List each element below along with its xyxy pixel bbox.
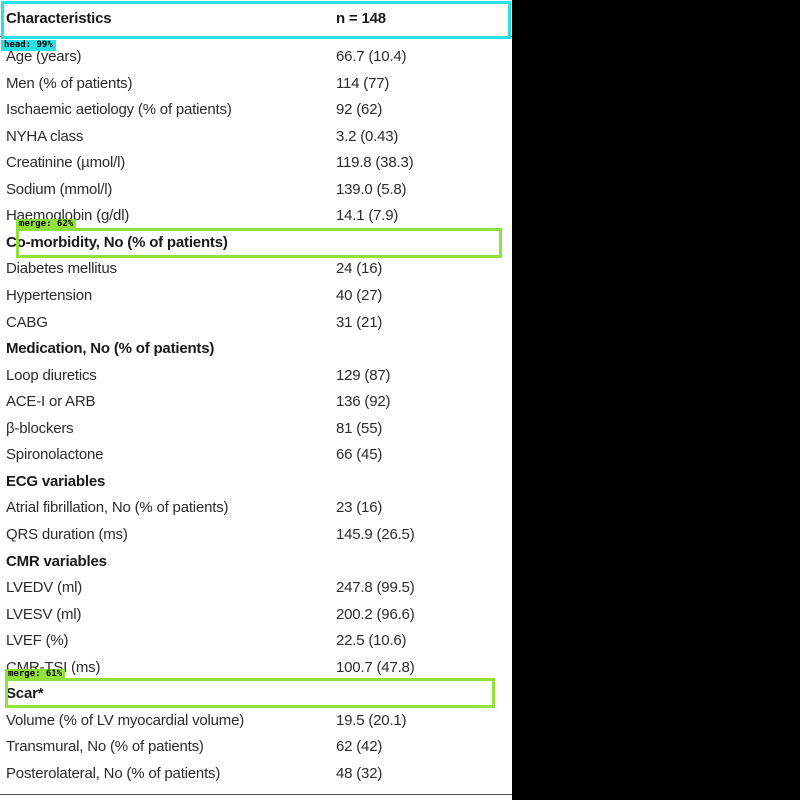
- row-label: LVEF (%): [6, 632, 69, 650]
- footer-rule: [0, 794, 512, 795]
- detection-box-merge-comorbidity: merge: 62%: [16, 219, 502, 258]
- row-value: 119.8 (38.3): [336, 154, 414, 172]
- row-value: 66 (45): [336, 446, 383, 464]
- row-label: CMR variables: [6, 552, 107, 570]
- row-label: Atrial fibrillation, No (% of patients): [6, 499, 229, 517]
- row-value: 200.2 (96.6): [336, 605, 415, 623]
- row-label: Co-morbidity, No (% of patients): [6, 233, 228, 251]
- detection-box-merge-scar: merge: 61%: [5, 669, 495, 708]
- table-row: Ischaemic aetiology (% of patients) 92 (6…: [0, 97, 512, 123]
- table-row: Transmural, No (% of patients) 62 (42): [0, 734, 512, 760]
- table-row: ACE-I or ARB 136 (92): [0, 389, 512, 415]
- table-row: NYHA class 3.2 (0.43): [0, 124, 512, 150]
- detection-tag-merge-scar: merge: 61%: [5, 669, 66, 680]
- detection-box-head: head: 99%: [1, 1, 511, 51]
- row-label: β-blockers: [6, 419, 74, 437]
- row-value: 92 (62): [336, 101, 383, 119]
- section-row: ECG variables: [0, 469, 512, 495]
- row-label: CABG: [6, 313, 48, 331]
- row-label: QRS duration (ms): [6, 525, 128, 543]
- row-label: ACE-I or ARB: [6, 393, 96, 411]
- table-row: Sodium (mmol/l) 139.0 (5.8): [0, 177, 512, 203]
- row-value: 139.0 (5.8): [336, 180, 407, 198]
- row-label: Age (years): [6, 48, 82, 65]
- table-page: Characteristics n = 148 Age (years) 66.7 …: [0, 0, 512, 800]
- row-label: Scar*: [6, 685, 44, 703]
- row-value: 62 (42): [336, 738, 383, 756]
- row-label: Transmural, No (% of patients): [6, 738, 204, 756]
- row-label: Creatinine (µmol/l): [6, 154, 126, 172]
- table-row: Posterolateral, No (% of patients) 48 (32…: [0, 761, 512, 787]
- row-label: Diabetes mellitus: [6, 260, 117, 278]
- row-value: 100.7 (47.8): [336, 658, 415, 676]
- row-value: 81 (55): [336, 419, 383, 437]
- table-row: Volume (% of LV myocardial volume) 19.5 (…: [0, 708, 512, 734]
- table-row: LVEDV (ml) 247.8 (99.5): [0, 575, 512, 601]
- row-value: 136 (92): [336, 393, 391, 411]
- table-row: LVEF (%) 22.5 (10.6): [0, 628, 512, 654]
- table-row: CABG 31 (21): [0, 310, 512, 336]
- row-label: Spironolactone: [6, 446, 104, 464]
- table-row: β-blockers 81 (55): [0, 416, 512, 442]
- table-row: LVESV (ml) 200.2 (96.6): [0, 602, 512, 628]
- section-row: Co-morbidity, No (% of patients): [0, 230, 512, 256]
- table-row: Men (% of patients) 114 (77): [0, 71, 512, 97]
- row-value: 247.8 (99.5): [336, 579, 415, 596]
- section-row: Medication, No (% of patients): [0, 336, 512, 362]
- row-value: 66.7 (10.4): [336, 48, 407, 65]
- row-value: 129 (87): [336, 366, 391, 384]
- row-label: ECG variables: [6, 472, 106, 490]
- row-value: 145.9 (26.5): [336, 525, 415, 543]
- table-row: Hypertension 40 (27): [0, 283, 512, 309]
- table-row: Loop diuretics 129 (87): [0, 363, 512, 389]
- row-value: 22.5 (10.6): [336, 632, 407, 650]
- row-label: Medication, No (% of patients): [6, 340, 215, 358]
- table-row: Age (years) 66.7 (10.4): [0, 44, 512, 70]
- row-label: Men (% of patients): [6, 74, 133, 92]
- header-value: n = 148: [336, 10, 386, 27]
- table-row: CMR-TSI (ms) 100.7 (47.8): [0, 655, 512, 681]
- section-row: Scar*: [0, 681, 512, 707]
- row-label: Ischaemic aetiology (% of patients): [6, 101, 232, 119]
- table-row: Haemoglobin (g/dl) 14.1 (7.9): [0, 203, 512, 229]
- table-row: Creatinine (µmol/l) 119.8 (38.3): [0, 150, 512, 176]
- section-row: CMR variables: [0, 549, 512, 575]
- table-header-row: Characteristics n = 148: [0, 6, 512, 32]
- row-label: LVESV (ml): [6, 605, 82, 623]
- row-value: 31 (21): [336, 313, 383, 331]
- detection-tag-head: head: 99%: [1, 40, 56, 51]
- row-value: 114 (77): [336, 74, 390, 92]
- row-value: 48 (32): [336, 764, 383, 782]
- row-label: Loop diuretics: [6, 366, 97, 384]
- row-label: Posterolateral, No (% of patients): [6, 764, 221, 782]
- table-row: Spironolactone 66 (45): [0, 442, 512, 468]
- table-row: QRS duration (ms) 145.9 (26.5): [0, 522, 512, 548]
- row-value: 24 (16): [336, 260, 383, 278]
- row-label: Hypertension: [6, 287, 92, 304]
- row-label: NYHA class: [6, 127, 84, 145]
- row-value: 23 (16): [336, 499, 383, 517]
- table-row: Atrial fibrillation, No (% of patients) 2…: [0, 495, 512, 521]
- row-value: 19.5 (20.1): [336, 711, 407, 729]
- row-value: 3.2 (0.43): [336, 127, 399, 145]
- row-label: Sodium (mmol/l): [6, 180, 113, 198]
- row-label: LVEDV (ml): [6, 579, 83, 596]
- header-label: Characteristics: [6, 10, 112, 27]
- row-value: 40 (27): [336, 287, 383, 304]
- detection-tag-merge-comorbidity: merge: 62%: [16, 219, 77, 230]
- row-label: Volume (% of LV myocardial volume): [6, 711, 245, 729]
- table-row: Diabetes mellitus 24 (16): [0, 256, 512, 282]
- row-value: 14.1 (7.9): [336, 207, 399, 225]
